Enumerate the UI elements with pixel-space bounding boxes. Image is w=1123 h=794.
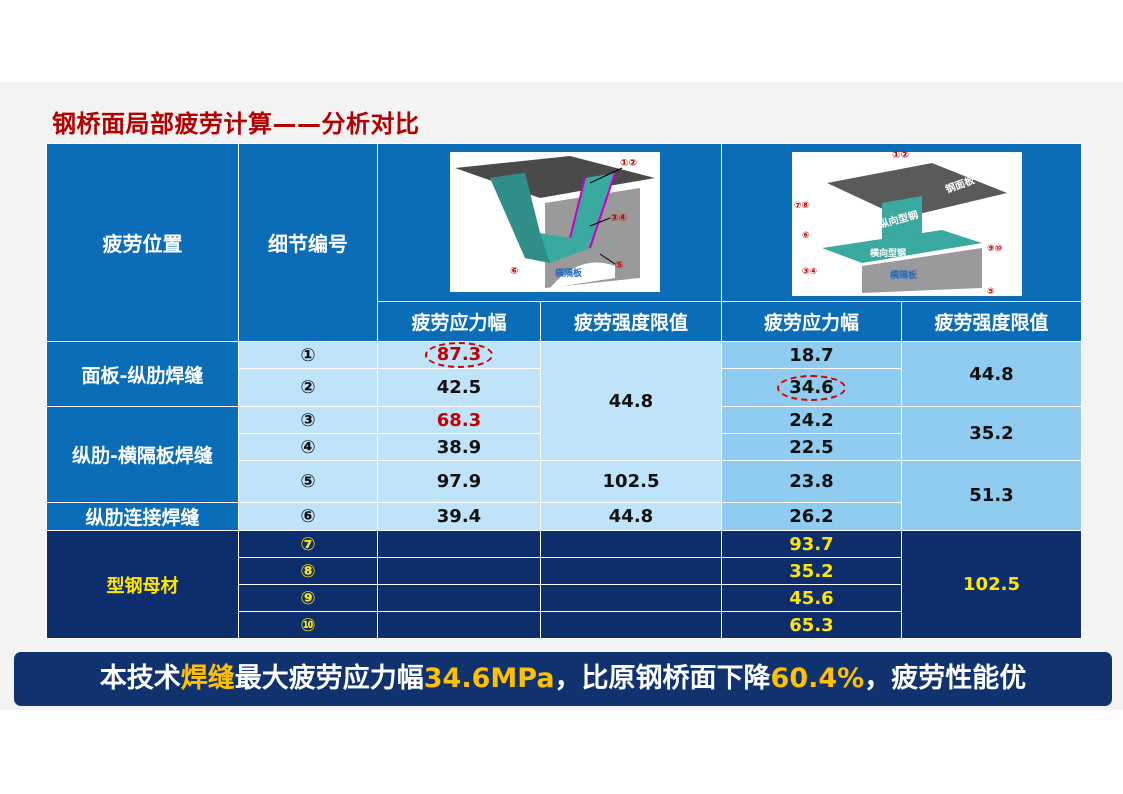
empty-cell	[377, 611, 541, 639]
detail-id: ⑦	[238, 530, 378, 558]
detail-id: ④	[238, 433, 378, 461]
right-stress-cell: 22.5	[721, 433, 902, 461]
banner-highlight-stress: 34.6MPa	[423, 663, 555, 694]
label-1-2: ①②	[620, 158, 637, 169]
left-stress-cell: 42.5	[377, 368, 541, 407]
label-1-2-right: ①②	[892, 150, 909, 161]
detail-id: ③	[238, 406, 378, 434]
highlight-circle: 34.6	[777, 374, 846, 401]
detail-id: ⑤	[238, 460, 378, 503]
left-stress-cell: 87.3	[377, 341, 541, 369]
group-rib-diaphragm-weld: 纵肋-横隔板焊缝	[46, 406, 239, 503]
detail-id: ⑧	[238, 557, 378, 585]
banner-text-1: 本技术	[99, 663, 181, 694]
left-stress-cell: 39.4	[377, 502, 541, 531]
label-6: ⑥	[510, 266, 518, 277]
right-stress-cell: 26.2	[721, 502, 902, 531]
left-limit-cell: 102.5	[540, 460, 722, 503]
right-stress-cell: 23.8	[721, 460, 902, 503]
diaphragm-label-right: 横隔板	[890, 269, 918, 281]
left-limit-header: 疲劳强度限值	[540, 301, 722, 342]
label-6-right: ⑥	[802, 231, 810, 241]
right-stress-cell: 34.6	[721, 368, 902, 407]
label-7-8: ⑦⑧	[794, 201, 810, 211]
trans-steel-label: 横向型钢	[870, 247, 906, 259]
empty-cell	[540, 530, 722, 558]
detail-id: ①	[238, 341, 378, 369]
empty-cell	[377, 557, 541, 585]
banner-text-2: 最大疲劳应力幅	[234, 663, 424, 694]
empty-cell	[377, 530, 541, 558]
right-limit-cell: 102.5	[901, 530, 1082, 639]
label-5-right: ⑤	[987, 287, 995, 297]
label-3-4-right: ③④	[802, 267, 817, 277]
page-title: 钢桥面局部疲劳计算——分析对比	[52, 110, 420, 138]
left-stress-cell: 68.3	[377, 406, 541, 434]
right-stress-cell: 45.6	[721, 584, 902, 612]
right-stress-cell: 35.2	[721, 557, 902, 585]
right-limit-cell: 44.8	[901, 341, 1082, 407]
right-stress-cell: 18.7	[721, 341, 902, 369]
detail-id: ⑥	[238, 502, 378, 531]
right-stress-cell: 65.3	[721, 611, 902, 639]
empty-cell	[540, 611, 722, 639]
left-stress-header: 疲劳应力幅	[377, 301, 541, 342]
right-stress-cell: 93.7	[721, 530, 902, 558]
left-limit-cell: 44.8	[540, 502, 722, 531]
left-stress-cell: 38.9	[377, 433, 541, 461]
detail-id: ⑨	[238, 584, 378, 612]
right-limit-header: 疲劳强度限值	[901, 301, 1082, 342]
header-detail-number: 细节编号	[238, 143, 378, 342]
empty-cell	[540, 584, 722, 612]
right-stress-header: 疲劳应力幅	[721, 301, 902, 342]
right-stress-cell: 24.2	[721, 406, 902, 434]
empty-cell	[540, 557, 722, 585]
highlight-circle: 87.3	[424, 342, 494, 368]
group-rib-connection-weld: 纵肋连接焊缝	[46, 502, 239, 531]
left-diagram-cell: ①② ③④ ⑥ ⑤ 横隔板	[377, 143, 722, 302]
empty-cell	[377, 584, 541, 612]
label-5: ⑤	[615, 260, 623, 271]
right-diagram-cell: 钢面板 纵向型钢 横向型钢 横隔板 ①② ⑦⑧ ⑥ ⑨⑩ ③④ ⑤	[721, 143, 1082, 302]
right-limit-cell: 35.2	[901, 406, 1082, 461]
banner-text-3: ，比原钢桥面下降	[554, 663, 771, 694]
label-9-10: ⑨⑩	[987, 244, 1002, 254]
banner-text-4: ，疲劳性能优	[864, 663, 1027, 694]
left-limit-cell: 44.8	[540, 341, 722, 461]
comparison-table: 疲劳位置 细节编号 ①② ③④ ⑥ ⑤ 横隔板	[46, 143, 1082, 639]
diaphragm-label: 横隔板	[555, 267, 583, 279]
detail-id: ②	[238, 368, 378, 407]
label-3-4: ③④	[610, 213, 627, 224]
orthotropic-deck-diagram: ①② ③④ ⑥ ⑤ 横隔板	[449, 151, 660, 292]
group-section-steel: 型钢母材	[46, 530, 239, 639]
banner-highlight-weld: 焊缝	[180, 663, 235, 694]
right-limit-cell: 51.3	[901, 460, 1082, 531]
conclusion-banner: 本技术焊缝最大疲劳应力幅34.6MPa，比原钢桥面下降60.4%，疲劳性能优	[14, 652, 1112, 706]
detail-id: ⑩	[238, 611, 378, 639]
left-stress-cell: 97.9	[377, 460, 541, 503]
section-steel-deck-diagram: 钢面板 纵向型钢 横向型钢 横隔板 ①② ⑦⑧ ⑥ ⑨⑩ ③④ ⑤	[791, 150, 1022, 297]
group-deck-rib-weld: 面板-纵肋焊缝	[46, 341, 239, 407]
header-fatigue-position: 疲劳位置	[46, 143, 239, 342]
banner-highlight-percent: 60.4%	[770, 663, 865, 694]
